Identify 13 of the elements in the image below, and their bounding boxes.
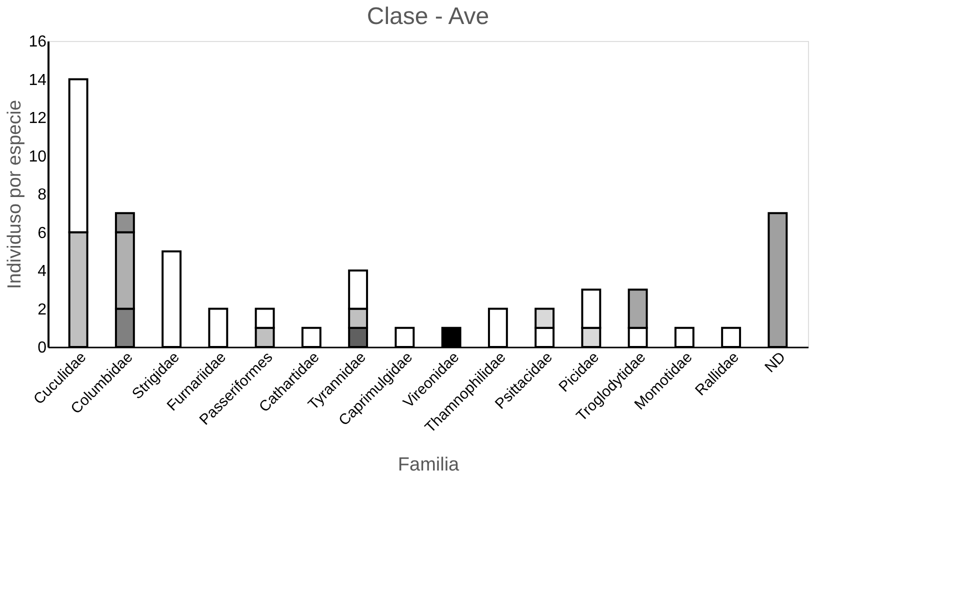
chart-title: Clase - Ave [366,3,490,30]
x-axis-title: Familia [398,454,460,476]
y-tick-label: 0 [38,340,47,356]
y-tick-label: 2 [38,301,47,318]
y-tick-label: 4 [38,263,47,280]
y-tick-label: 6 [38,224,47,242]
y-tick-label: 10 [28,148,47,166]
y-tick-label: 12 [28,110,47,127]
y-axis-title: Individuso por especie [4,100,26,290]
y-tick-label: 8 [38,186,47,204]
x-tick-label: ND [762,348,790,376]
y-tick-label: 16 [28,34,47,50]
y-tick-label: 14 [28,72,47,89]
